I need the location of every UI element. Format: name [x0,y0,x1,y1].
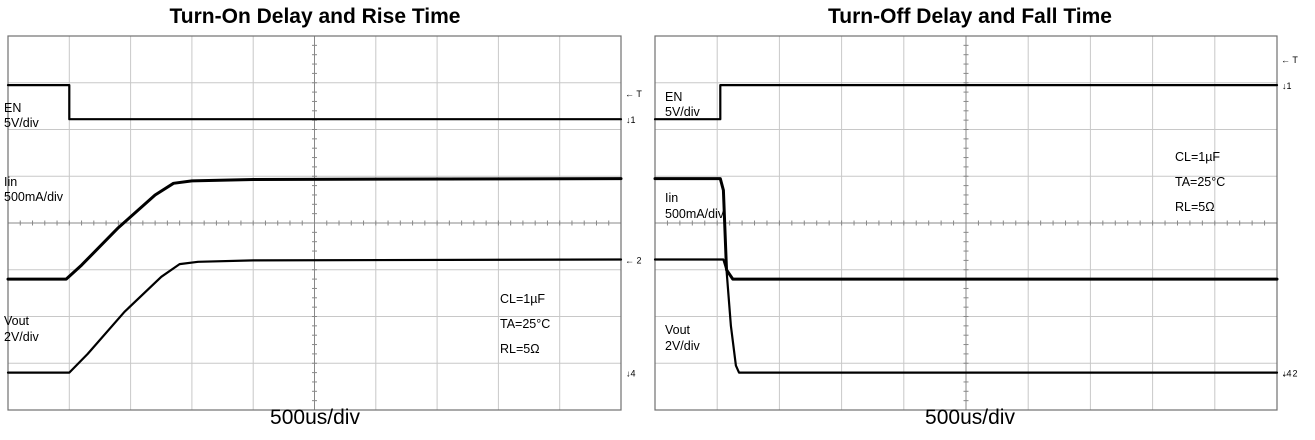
x-axis-label: 500us/div [270,406,360,429]
center-ticks [7,35,622,411]
channel-marker: ↓4 [1282,369,1292,379]
channel-scale: 2V/div [4,330,39,344]
trace-iin [653,177,1279,281]
trace-vout [653,258,1279,374]
chart-right: Turn-Off Delay and Fall Time EN 5V/div ← T… [653,0,1315,440]
channel-name: EN [4,101,21,115]
channel-name: Iin [665,191,678,205]
condition-label: CL=1µF [1175,150,1220,164]
channel-scale: 500mA/div [4,190,64,204]
plot-frame [654,35,1278,411]
trace-iin [6,177,623,281]
chart-title: Turn-Off Delay and Fall Time [828,5,1112,28]
channel-name: Iin [4,175,17,189]
channel-name: Vout [665,323,691,337]
trace-en [6,83,623,121]
condition-label: TA=25°C [1175,175,1225,189]
channel-scale: 500mA/div [665,207,725,221]
channel-scale: 2V/div [665,339,700,353]
condition-label: TA=25°C [500,317,550,331]
condition-label: RL=5Ω [500,342,540,356]
trace-en [653,83,1279,121]
condition-label: CL=1µF [500,292,545,306]
x-axis-label: 500us/div [925,406,1015,429]
channel-scale: 5V/div [665,105,700,119]
trace-vout [6,258,623,374]
channel-name: Vout [4,314,30,328]
center-ticks [654,35,1278,411]
channel-marker: ← 2 [625,255,642,265]
channel-marker: ↓1 [1282,81,1292,91]
channel-name: EN [665,90,682,104]
condition-label: RL=5Ω [1175,200,1215,214]
channel-marker: ↓1 [626,115,636,125]
chart-left: Turn-On Delay and Rise Time EN 5V/div ← T ↓… [4,5,642,429]
plot-frame [7,35,622,411]
channel-marker: ↓4 [626,369,636,379]
channel-marker: ← T [1281,55,1298,65]
channel-marker: ← T [625,89,642,99]
channel-marker: ← 2 [1281,369,1298,379]
channel-scale: 5V/div [4,116,39,130]
chart-title: Turn-On Delay and Rise Time [169,5,461,28]
